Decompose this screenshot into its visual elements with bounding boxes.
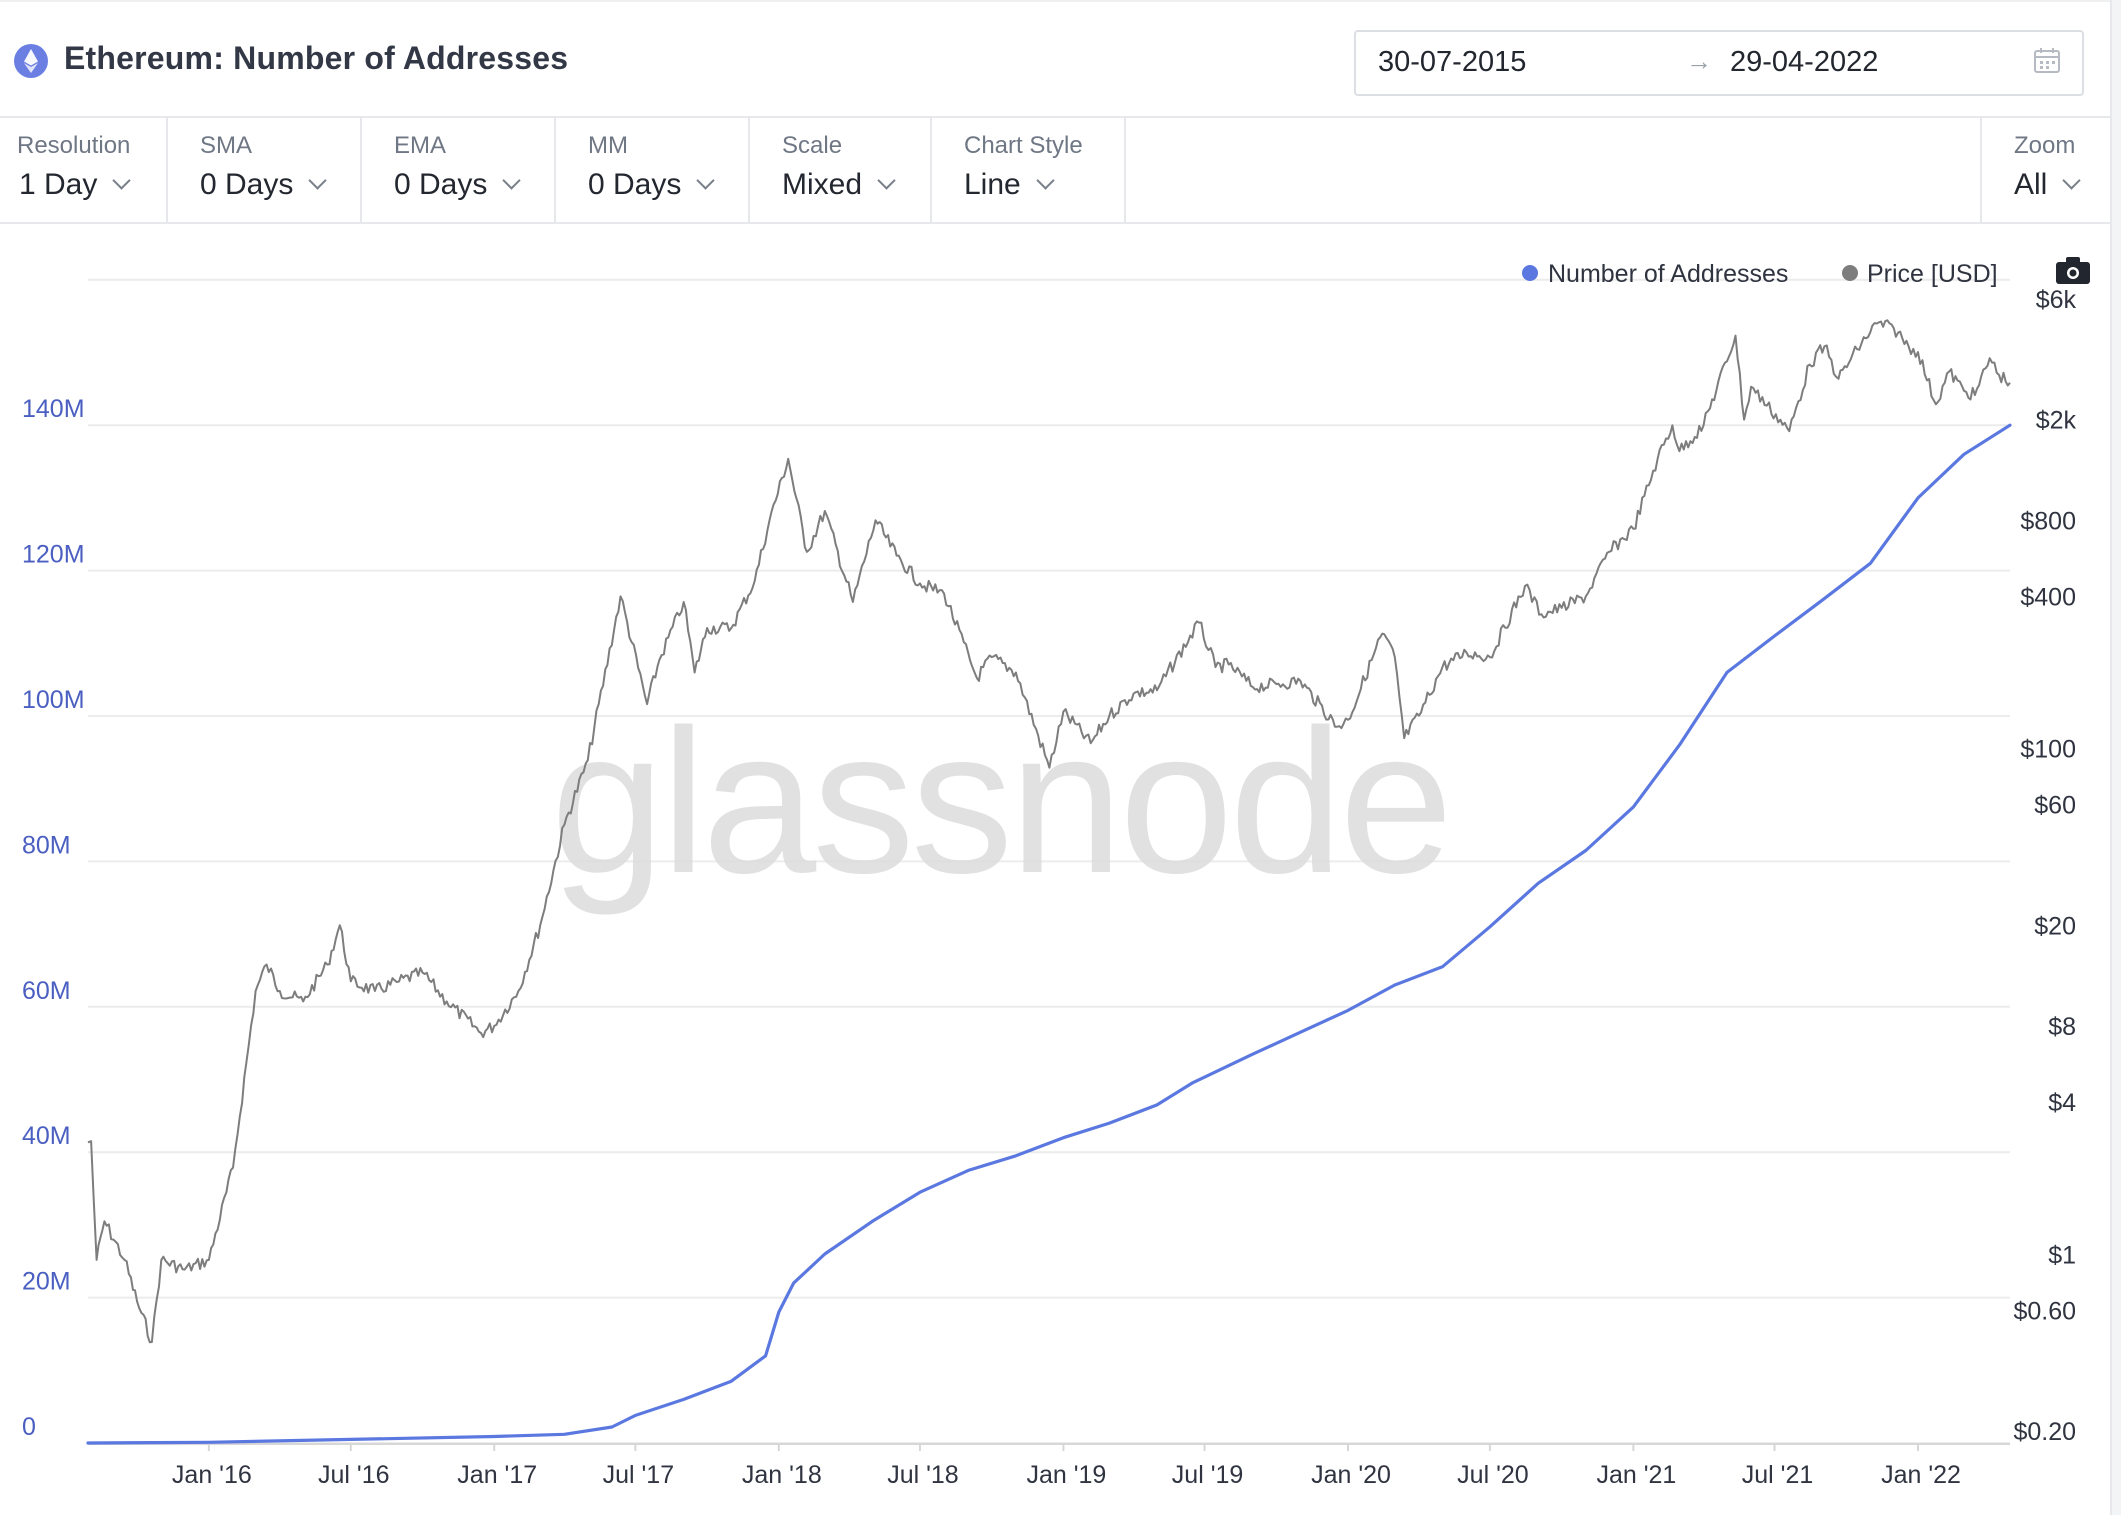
chart-style-label: Chart Style [964,132,1083,159]
camera-icon[interactable] [2056,257,2090,284]
right-tick-label: $20 [2034,912,2076,940]
right-tick-label: $60 [2034,792,2076,820]
right-tick-label: $2k [2036,407,2077,435]
left-tick-label: 20M [22,1268,71,1296]
grid-lines [88,278,2010,1444]
resolution-label: Resolution [17,132,131,159]
chart-area: glassnode 0 20M 40M 60M 80M 100M 120M 140M $0.2… [0,224,2121,1515]
chart-style-value[interactable]: Line [964,168,1055,202]
date-from[interactable]: 30-07-2015 [1378,46,1527,78]
right-axis: $0.20 $0.60 $1 $4 $8 $20 $60 $100 $400 $800 $2k $6k [2013,286,2076,1446]
chevron-down-icon [308,171,328,190]
left-tick-label: 0 [22,1413,36,1441]
x-tick-label: Jul '19 [1172,1461,1243,1489]
chevron-down-icon [2062,171,2082,190]
x-tick-label: Jan '20 [1311,1461,1391,1489]
chart-svg[interactable]: glassnode 0 20M 40M 60M 80M 100M 120M 140M $0.2… [0,224,2121,1515]
x-tick-label: Jul '18 [887,1461,958,1489]
date-to[interactable]: 29-04-2022 [1730,46,1879,78]
scale-value[interactable]: Mixed [782,168,896,202]
right-tick-label: $0.60 [2013,1297,2076,1325]
right-tick-label: $400 [2020,583,2076,611]
x-tick-label: Jan '22 [1881,1461,1961,1489]
x-tick-label: Jul '20 [1457,1461,1528,1489]
x-tick-label: Jan '19 [1027,1461,1107,1489]
legend: Number of Addresses Price [USD] [1522,260,1998,288]
date-range-picker[interactable]: 30-07-2015 → 29-04-2022 [1354,30,2084,96]
zoom-value[interactable]: All [2014,168,2082,202]
legend-label-price: Price [USD] [1867,260,1998,288]
chevron-down-icon [696,171,716,190]
left-tick-label: 100M [22,686,85,714]
legend-label-addresses: Number of Addresses [1548,260,1788,288]
right-tick-label: $4 [2048,1089,2076,1117]
series-line-price [87,319,2011,1344]
right-tick-label: $1 [2048,1241,2076,1269]
legend-item-addresses[interactable]: Number of Addresses [1522,260,1788,288]
left-tick-label: 40M [22,1122,71,1150]
right-tick-label: $6k [2036,286,2077,314]
right-tick-label: $8 [2048,1013,2076,1041]
x-tick-label: Jan '21 [1596,1461,1676,1489]
legend-swatch-addresses [1522,265,1538,281]
chevron-down-icon [1036,171,1055,190]
chart-style-dropdown[interactable]: Chart Style Line [932,116,1126,222]
right-tick-label: $800 [2020,507,2076,535]
scale-dropdown[interactable]: Scale Mixed [750,116,932,222]
chevron-down-icon [112,171,132,190]
scrollbar-track[interactable] [2110,0,2121,1515]
sma-value[interactable]: 0 Days [200,168,328,202]
watermark: glassnode [551,687,1450,916]
left-tick-label: 60M [22,977,71,1005]
chart-toolbar: Resolution 1 Day SMA 0 Days EMA 0 Days M… [0,116,2110,224]
x-tick-label: Jan '16 [172,1461,252,1489]
ethereum-icon [14,44,48,78]
mm-label: MM [588,132,628,159]
resolution-value[interactable]: 1 Day [19,168,132,202]
mm-dropdown[interactable]: MM 0 Days [556,116,750,222]
left-axis: 0 20M 40M 60M 80M 100M 120M 140M [22,395,85,1441]
series-line-addresses [86,423,2012,1445]
x-tick-label: Jul '17 [603,1461,674,1489]
x-tick-label: Jul '21 [1742,1461,1813,1489]
chevron-down-icon [502,171,522,190]
left-tick-label: 80M [22,831,71,859]
left-tick-label: 140M [22,395,85,423]
ema-value[interactable]: 0 Days [394,168,522,202]
zoom-dropdown[interactable]: Zoom All [1980,116,2112,222]
resolution-dropdown[interactable]: Resolution 1 Day [0,116,168,222]
left-tick-label: 120M [22,541,85,569]
sma-label: SMA [200,132,253,159]
calendar-icon[interactable] [2032,46,2062,76]
right-tick-label: $100 [2020,736,2076,764]
mm-value[interactable]: 0 Days [588,168,716,202]
chevron-down-icon [877,171,896,190]
right-tick-label: $0.20 [2013,1418,2076,1446]
ema-dropdown[interactable]: EMA 0 Days [362,116,556,222]
x-tick-label: Jul '16 [318,1461,389,1489]
legend-item-price[interactable]: Price [USD] [1842,260,1998,288]
chart-header: Ethereum: Number of Addresses 30-07-2015… [0,0,2110,118]
legend-swatch-price [1842,265,1858,281]
scale-label: Scale [782,132,843,159]
page-title: Ethereum: Number of Addresses [64,40,569,76]
x-tick-label: Jan '18 [742,1461,822,1489]
x-axis: Jan '16 Jul '16 Jan '17 Jul '17 Jan '18 Jul '… [88,1443,2010,1489]
x-tick-label: Jan '17 [457,1461,537,1489]
ema-label: EMA [394,132,447,159]
zoom-label: Zoom [2014,132,2076,159]
date-arrow-icon: → [1686,46,1712,76]
sma-dropdown[interactable]: SMA 0 Days [168,116,362,222]
series-group [86,319,2012,1445]
